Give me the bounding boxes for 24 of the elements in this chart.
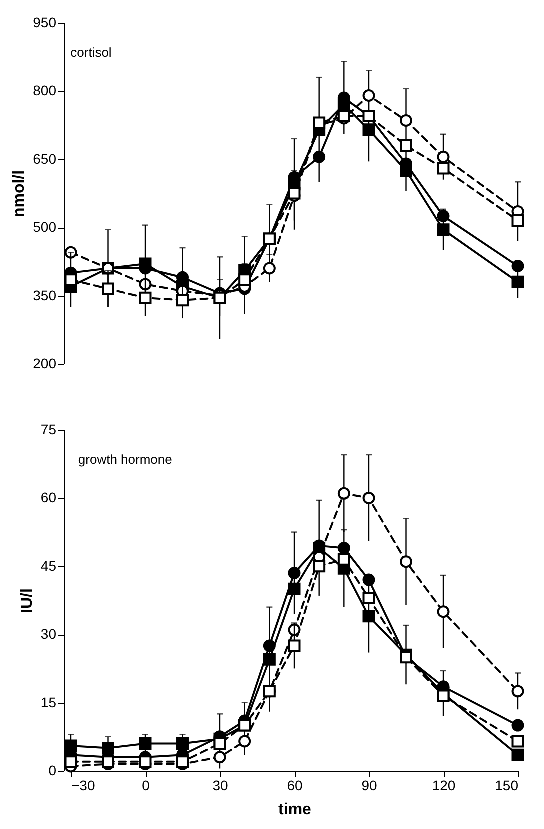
x-tick-label: 60 (287, 778, 303, 794)
x-axis-title: time (278, 802, 312, 818)
y-tick-label: 15 (40, 694, 57, 710)
y-tick-label: 200 (33, 356, 57, 372)
x-tick-label: 0 (142, 778, 150, 794)
y-tick-label: 30 (40, 626, 57, 642)
x-tick-label: 150 (495, 778, 519, 794)
y-tick-label: 500 (33, 219, 57, 236)
y-tick-label: 0 (48, 762, 57, 778)
text: growth hormone (78, 452, 172, 467)
y-tick-label: 650 (33, 150, 57, 167)
y-tick-label: 75 (40, 422, 57, 438)
y-tick-label: 45 (40, 558, 57, 574)
x-tick-label: 120 (432, 778, 456, 794)
y-tick-label: 800 (33, 82, 57, 99)
y-axis-title: nmol/l (11, 170, 28, 218)
x-tick-label: −30 (72, 778, 96, 794)
x-tick-label: 30 (212, 778, 228, 794)
x-tick-label: 90 (362, 778, 378, 794)
y-axis-title: IU/l (18, 588, 36, 614)
y-tick-label: 950 (33, 14, 57, 30)
y-tick-label: 60 (40, 490, 57, 506)
y-tick-label: 350 (33, 287, 57, 304)
text: cortisol (70, 45, 112, 60)
